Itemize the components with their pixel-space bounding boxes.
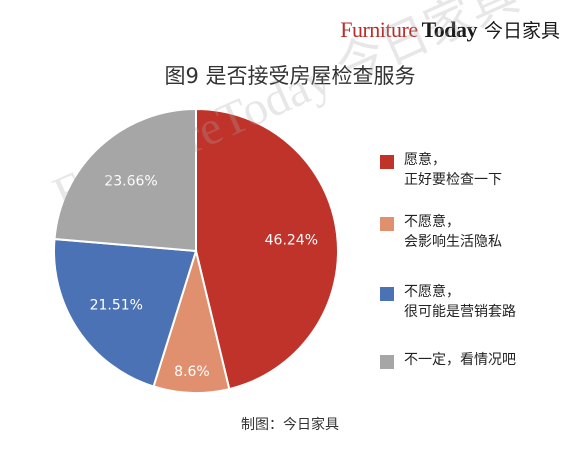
- pie-slice-label-3: 23.66%: [104, 173, 157, 189]
- legend-label-2: 不愿意， 很可能是营销套路: [404, 284, 516, 320]
- legend-item-2: 不愿意， 很可能是营销套路: [380, 282, 516, 322]
- legend-item-0: 愿意， 正好要检查一下: [380, 150, 502, 190]
- legend-swatch-3: [380, 355, 394, 369]
- pie-slice-0: [195, 107, 339, 391]
- legend-swatch-1: [380, 217, 394, 231]
- brand-cn: 今日家具: [483, 20, 560, 42]
- legend-label-0: 愿意， 正好要检查一下: [404, 152, 502, 188]
- pie-slice-2: [53, 237, 198, 388]
- chart-title: 图9 是否接受房屋检查服务: [164, 64, 416, 88]
- brand-logo: Furniture Today 今日家具: [340, 16, 560, 43]
- chart-caption: 制图：今日家具: [241, 417, 339, 433]
- legend-item-1: 不愿意， 会影响生活隐私: [380, 212, 502, 252]
- legend-swatch-2: [380, 287, 394, 301]
- legend-label-1: 不愿意， 会影响生活隐私: [404, 214, 502, 250]
- legend-label-3: 不一定，看情况吧: [404, 352, 516, 368]
- pie-slice-label-1: 8.6%: [174, 364, 210, 380]
- pie-slice-label-2: 21.51%: [90, 298, 143, 314]
- pie-slice-label-0: 46.24%: [265, 233, 318, 249]
- legend-swatch-0: [380, 155, 394, 169]
- pie-slice-3: [53, 107, 197, 253]
- brand-today: Today: [421, 17, 478, 42]
- legend-item-3: 不一定，看情况吧: [380, 350, 516, 370]
- brand-furniture: Furniture: [340, 17, 418, 42]
